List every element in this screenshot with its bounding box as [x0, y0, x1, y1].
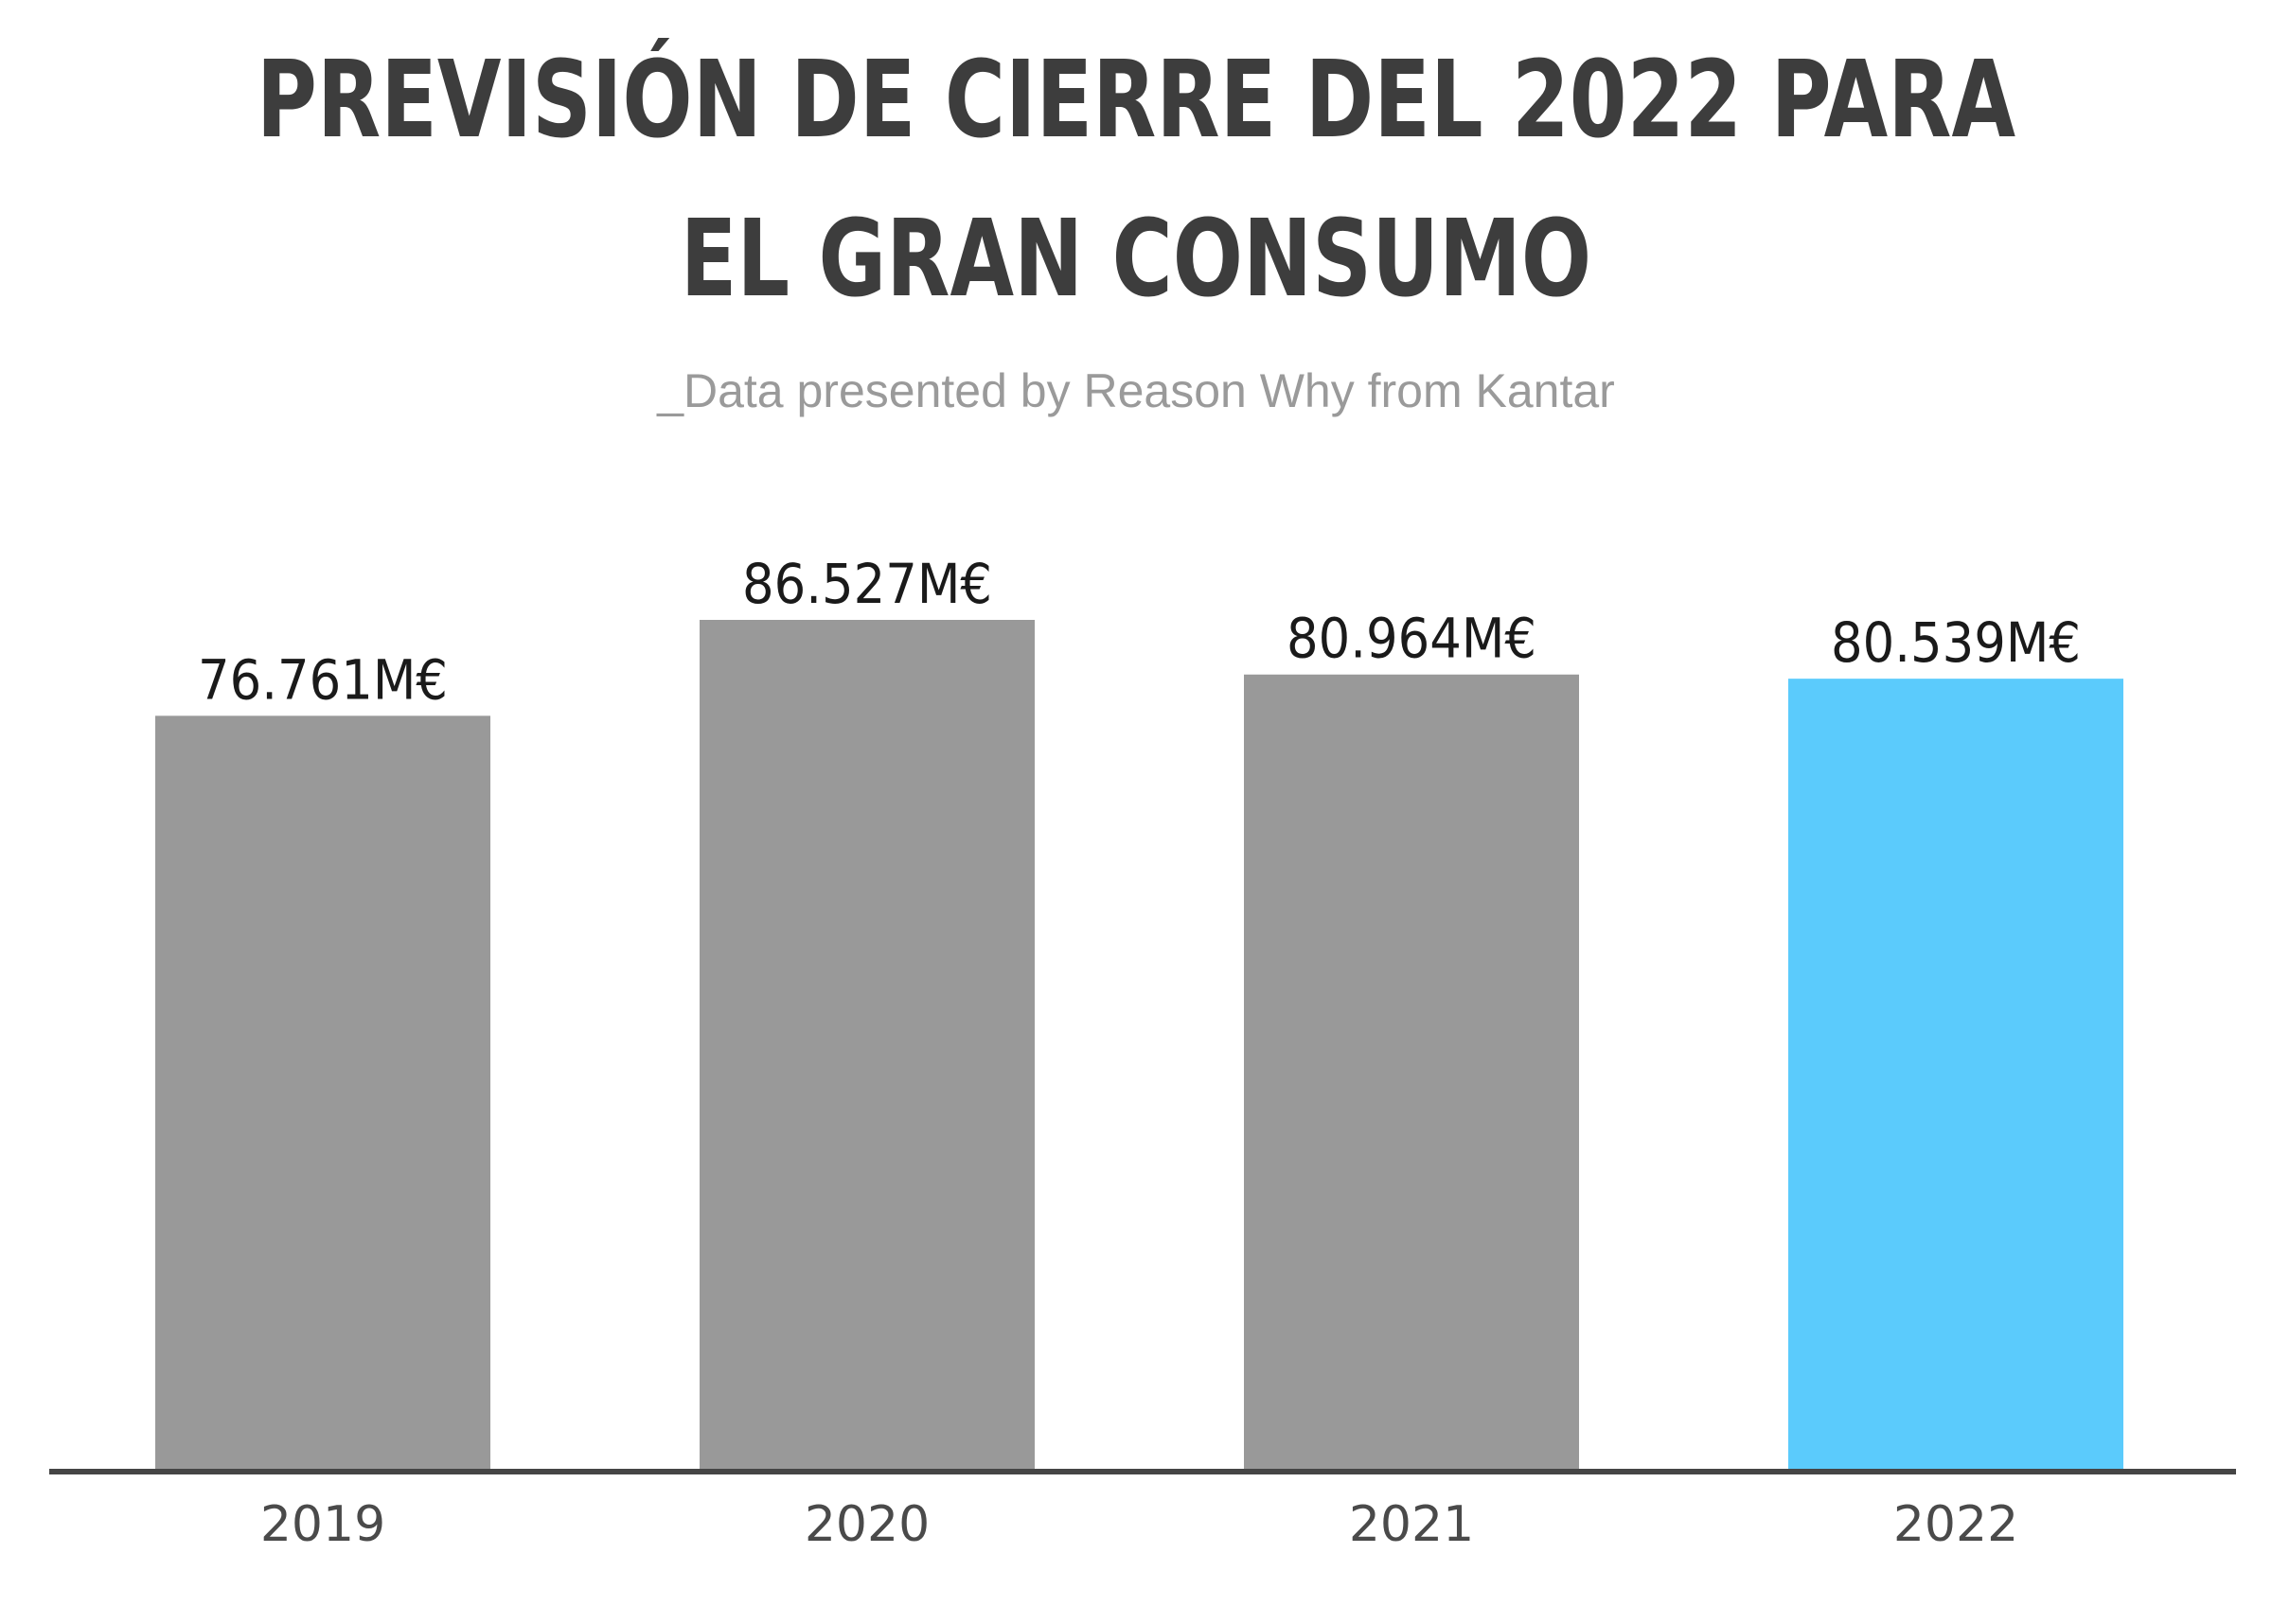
x-tick-label-2022: 2022 — [1893, 1496, 2018, 1553]
bars-group — [155, 620, 2123, 1470]
chart-title-line-2: EL GRAN CONSUMO — [680, 198, 1592, 321]
bar-2020 — [700, 620, 1035, 1470]
chart-subtitle: _Data presented by Reason Why from Kanta… — [657, 364, 1615, 417]
labels-group: 76.761M€ 2019 86.527M€ 2020 80.964M€ 2021 80.5… — [198, 552, 2081, 1553]
value-label-2021: 80.964M€ — [1287, 607, 1536, 671]
chart-title: PREVISIÓN DE CIERRE DEL 2022 PARA EL GRA… — [250, 21, 2022, 339]
bar-2022 — [1788, 679, 2123, 1470]
chart-title-line-1: PREVISIÓN DE CIERRE DEL 2022 PARA — [256, 39, 2016, 162]
x-tick-label-2019: 2019 — [260, 1496, 385, 1553]
value-label-2022: 80.539M€ — [1831, 610, 2081, 675]
bar-2021 — [1244, 674, 1579, 1470]
value-label-2019: 76.761M€ — [198, 647, 448, 712]
x-tick-label-2021: 2021 — [1349, 1496, 1474, 1553]
x-tick-label-2020: 2020 — [805, 1496, 930, 1553]
value-label-2020: 86.527M€ — [742, 552, 992, 616]
bar-2019 — [155, 715, 490, 1470]
